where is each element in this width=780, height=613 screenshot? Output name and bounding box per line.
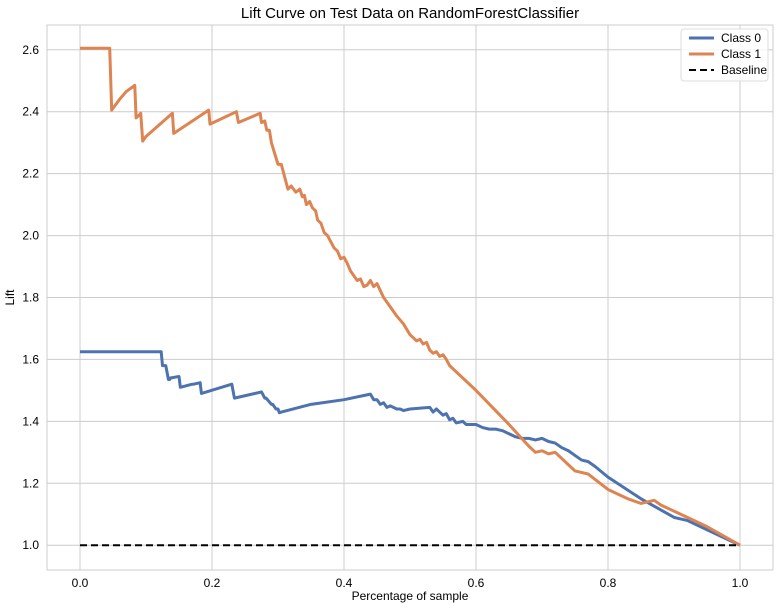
x-axis-title: Percentage of sample	[352, 589, 469, 603]
y-tick-label: 1.6	[22, 352, 39, 366]
series-line-class-0	[80, 350, 741, 547]
legend-label: Class 1	[721, 47, 761, 61]
x-tick-labels: 0.0 0.2 0.4 0.6 0.8 1.0	[72, 576, 749, 590]
y-tick-label: 2.0	[22, 229, 39, 243]
y-axis-title: Lift	[3, 289, 17, 306]
series-line-class-1	[80, 46, 741, 547]
y-tick-label: 1.2	[22, 476, 39, 490]
legend-label: Class 0	[721, 31, 761, 45]
y-tick-label: 2.6	[22, 43, 39, 57]
x-tick-label: 1.0	[732, 576, 749, 590]
grid	[47, 25, 773, 570]
x-tick-label: 0.2	[204, 576, 221, 590]
legend-box	[680, 28, 769, 82]
plot-frame	[46, 24, 774, 571]
x-tick-label: 0.6	[468, 576, 485, 590]
y-tick-label: 1.0	[22, 538, 39, 552]
y-tick-label: 1.8	[22, 291, 39, 305]
x-tick-label: 0.4	[336, 576, 353, 590]
chart-title: Lift Curve on Test Data on RandomForestC…	[241, 5, 579, 22]
y-tick-label: 2.4	[22, 105, 39, 119]
y-tick-labels: 1.0 1.2 1.4 1.6 1.8 2.0 2.2 2.4 2.6	[22, 43, 39, 552]
series-layer	[80, 46, 741, 547]
y-tick-label: 1.4	[22, 414, 39, 428]
legend-label: Baseline	[721, 63, 767, 77]
y-tick-label: 2.2	[22, 167, 39, 181]
x-tick-label: 0.0	[72, 576, 89, 590]
x-tick-label: 0.8	[600, 576, 617, 590]
legend: Class 0 Class 1 Baseline	[680, 28, 769, 82]
